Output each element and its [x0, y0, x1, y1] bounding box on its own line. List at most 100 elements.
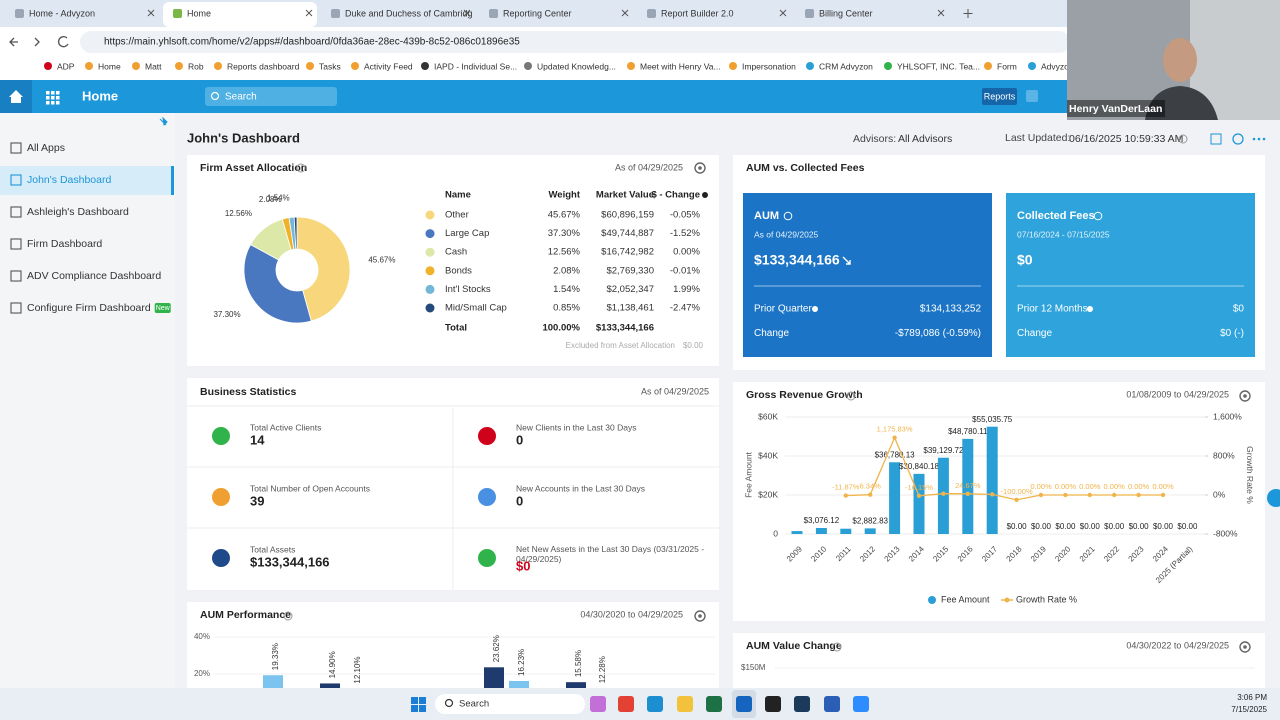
- bookmark-icon: [884, 62, 892, 70]
- bookmark[interactable]: ADP: [57, 61, 75, 71]
- settings-dot: [698, 614, 702, 618]
- taskbar-app[interactable]: [736, 696, 752, 712]
- active-tab: [163, 2, 317, 27]
- fee-label: $30,840.18: [899, 462, 940, 471]
- sidebar-icon: [10, 270, 22, 282]
- apps-icon: [46, 96, 50, 100]
- add-button[interactable]: [1026, 90, 1038, 102]
- taskbar-app[interactable]: [647, 696, 663, 712]
- sidebar-item[interactable]: John's Dashboard: [27, 174, 111, 186]
- bookmark[interactable]: Home: [98, 61, 121, 71]
- y-tick-label: $150M: [741, 663, 766, 672]
- table-total: 100.00%: [542, 323, 580, 334]
- settings-icon[interactable]: [1239, 390, 1251, 402]
- growth-label: 0.00%: [1079, 482, 1101, 491]
- table-total: Total: [445, 323, 467, 334]
- subtitle: 04/30/2022 to 04/29/2025: [1126, 640, 1229, 650]
- tab-close: [463, 9, 471, 17]
- header-info: [702, 192, 708, 198]
- refresh-button[interactable]: [1232, 133, 1244, 145]
- table-cell: $16,742,982: [601, 247, 654, 258]
- tab-title[interactable]: Reporting Center: [503, 8, 572, 18]
- table-cell: 12.56%: [548, 247, 581, 258]
- settings-dot: [698, 166, 702, 170]
- tab-title[interactable]: Billing Center: [819, 8, 873, 18]
- tab-title[interactable]: Report Builder 2.0: [661, 8, 734, 18]
- growth-label: -100.00%: [1001, 487, 1033, 496]
- settings-icon[interactable]: [1239, 641, 1251, 653]
- home-icon: [9, 90, 23, 103]
- tab-title[interactable]: Home - Advyzon: [29, 8, 95, 18]
- bookmark-icon: [175, 62, 183, 70]
- legend-dot: [425, 247, 435, 257]
- y2-tick-label: 800%: [1213, 450, 1235, 460]
- bookmark[interactable]: Tasks: [319, 61, 341, 71]
- reports-label: Reports: [984, 91, 1016, 101]
- sidebar-item[interactable]: ADV Compliance Dashboard: [27, 270, 161, 282]
- bookmark[interactable]: CRM Advyzon: [819, 61, 873, 71]
- table-cell: Large Cap: [445, 228, 489, 239]
- taskbar-app[interactable]: [706, 696, 722, 712]
- bar-label: 14.90%: [328, 651, 337, 678]
- search-box[interactable]: [205, 87, 337, 106]
- bookmark[interactable]: Form: [997, 61, 1017, 71]
- bookmark[interactable]: Reports dashboard: [227, 61, 300, 71]
- bookmark[interactable]: Meet with Henry Va...: [640, 61, 721, 71]
- sidebar: [0, 113, 175, 688]
- person-body: [1145, 86, 1218, 120]
- taskbar-search[interactable]: [435, 694, 585, 714]
- advisors-label: Advisors:: [853, 133, 896, 145]
- updated-label: Last Updated:: [1005, 132, 1070, 144]
- kpi-dot: [1087, 306, 1093, 312]
- apps-icon: [46, 101, 50, 105]
- bookmark-icon: [132, 62, 140, 70]
- sidebar-item[interactable]: Ashleigh's Dashboard: [27, 206, 129, 218]
- reports-button[interactable]: [982, 88, 1017, 105]
- bookmark[interactable]: Impersonation: [742, 61, 796, 71]
- taskbar-app[interactable]: [794, 696, 810, 712]
- legend-swatch: [928, 596, 936, 604]
- apps-icon: [51, 91, 55, 95]
- taskbar-app[interactable]: [618, 696, 634, 712]
- stat-value: 0: [516, 432, 523, 447]
- y-tick-label: 0: [773, 528, 778, 538]
- sidebar-item[interactable]: Firm Dashboard: [27, 238, 102, 250]
- y-tick-label: 40%: [194, 632, 210, 641]
- sidebar-item[interactable]: All Apps: [27, 142, 65, 154]
- bookmark[interactable]: Updated Knowledg...: [537, 61, 616, 71]
- taskbar-app[interactable]: [824, 696, 840, 712]
- bookmark[interactable]: Matt: [145, 61, 162, 71]
- advisors-select[interactable]: All Advisors: [898, 133, 952, 145]
- tab-favicon: [647, 9, 656, 18]
- taskbar-app[interactable]: [765, 696, 781, 712]
- fee-bar: [864, 528, 876, 534]
- bookmark[interactable]: Advyzo: [1041, 61, 1069, 71]
- bookmark[interactable]: YHLSOFT, INC. Tea...: [897, 61, 980, 71]
- stat-icon: [478, 427, 496, 445]
- settings-icon[interactable]: [694, 610, 706, 622]
- taskbar-app[interactable]: [677, 696, 693, 712]
- tab-title[interactable]: Home: [187, 8, 211, 18]
- table-cell: 37.30%: [548, 228, 581, 239]
- stat-label: Net New Assets in the Last 30 Days (03/3…: [516, 544, 705, 564]
- bookmark[interactable]: Rob: [188, 61, 204, 71]
- kpi-row-value: $0 (-): [1220, 328, 1244, 339]
- bar-label: 15.58%: [574, 650, 583, 677]
- tab-title[interactable]: Duke and Duchess of Cambridg: [345, 8, 473, 18]
- taskbar-app[interactable]: [590, 696, 606, 712]
- pie-slice: [243, 244, 312, 324]
- card-title: AUM Performance: [200, 609, 291, 621]
- bookmark[interactable]: Activity Feed: [364, 61, 413, 71]
- bookmark[interactable]: IAPD - Individual Se...: [434, 61, 517, 71]
- edit-dashboard-button[interactable]: [1210, 133, 1222, 145]
- bookmark-icon: [984, 62, 992, 70]
- more-menu: [1262, 137, 1266, 141]
- participant-name: Henry VanDerLaan: [1069, 103, 1162, 115]
- taskbar-app[interactable]: [853, 696, 869, 712]
- card-title: AUM Value Change: [746, 640, 842, 652]
- info-icon: [846, 391, 856, 401]
- settings-icon[interactable]: [694, 162, 706, 174]
- sidebar-item[interactable]: Configure Firm Dashboard: [27, 302, 151, 314]
- fee-bar: [889, 462, 901, 534]
